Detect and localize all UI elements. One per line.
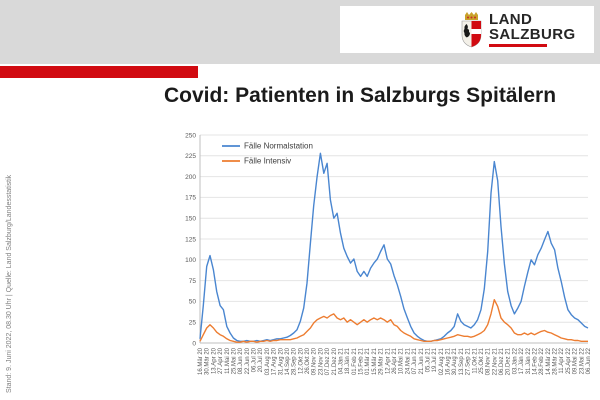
- svg-text:250: 250: [185, 132, 196, 139]
- svg-text:50: 50: [189, 299, 197, 306]
- svg-text:15.Mär 21: 15.Mär 21: [372, 347, 378, 375]
- svg-text:06.Jun 22: 06.Jun 22: [586, 347, 592, 374]
- svg-text:225: 225: [185, 153, 196, 160]
- series-lines: [199, 152, 589, 343]
- svg-text:31.Aug 20: 31.Aug 20: [278, 347, 284, 375]
- svg-text:16.Mär 20: 16.Mär 20: [198, 347, 204, 375]
- svg-text:01.Mär 21: 01.Mär 21: [365, 347, 371, 375]
- covid-line-chart: 0 25 50 75 100 125 150 175 200 225 250 16.Mär 20 30.…: [160, 125, 600, 400]
- svg-text:29.Mär 21: 29.Mär 21: [379, 347, 385, 375]
- svg-text:150: 150: [185, 216, 196, 223]
- svg-text:21.Jun 21: 21.Jun 21: [419, 347, 425, 374]
- svg-text:14.Feb 22: 14.Feb 22: [532, 347, 538, 375]
- svg-text:31.Jän 22: 31.Jän 22: [526, 347, 532, 374]
- y-axis-labels: 0 25 50 75 100 125 150 175 200 225 250: [185, 132, 196, 347]
- svg-text:14.Mär 22: 14.Mär 22: [546, 347, 552, 375]
- svg-text:27.Sep 21: 27.Sep 21: [466, 347, 472, 375]
- land-salzburg-logo: LAND SALZBURG: [460, 12, 576, 48]
- svg-text:17.Jän 22: 17.Jän 22: [519, 347, 525, 374]
- svg-text:24.Mai 21: 24.Mai 21: [405, 347, 411, 374]
- svg-text:11.Okt 21: 11.Okt 21: [472, 347, 478, 373]
- svg-text:08.Jun 20: 08.Jun 20: [238, 347, 244, 374]
- svg-text:28.Feb 22: 28.Feb 22: [539, 347, 545, 375]
- svg-text:0: 0: [192, 340, 196, 347]
- svg-text:19.Jul 21: 19.Jul 21: [432, 347, 438, 372]
- svg-text:27.Apr 20: 27.Apr 20: [218, 347, 224, 374]
- svg-text:09.Nov 20: 09.Nov 20: [312, 347, 318, 375]
- svg-text:75: 75: [189, 278, 197, 285]
- legend-label: Fälle Normalstation: [244, 142, 313, 151]
- svg-text:30.Mär 20: 30.Mär 20: [205, 347, 211, 375]
- chart-title: Covid: Patienten in Salzburgs Spitälern: [163, 84, 557, 107]
- svg-text:17.Aug 20: 17.Aug 20: [272, 347, 278, 375]
- source-note: Stand: 9. Juni 2022, 08.30 Uhr | Quelle:…: [6, 174, 13, 393]
- svg-text:18.Jän 21: 18.Jän 21: [345, 347, 351, 374]
- svg-text:09.Mai 22: 09.Mai 22: [573, 347, 579, 374]
- svg-text:28.Mär 22: 28.Mär 22: [553, 347, 559, 375]
- svg-text:23.Nov 20: 23.Nov 20: [318, 347, 324, 375]
- svg-text:26.Okt 20: 26.Okt 20: [305, 347, 311, 374]
- svg-text:175: 175: [185, 195, 196, 202]
- svg-text:23.Mai 22: 23.Mai 22: [579, 347, 585, 374]
- svg-text:16.Aug 21: 16.Aug 21: [446, 347, 452, 375]
- legend-label: Fälle Intensiv: [244, 157, 291, 166]
- logo-line1: LAND: [489, 11, 533, 28]
- svg-text:11.Apr 22: 11.Apr 22: [559, 347, 565, 373]
- svg-text:20.Dez 21: 20.Dez 21: [506, 347, 512, 375]
- svg-text:25.Mai 20: 25.Mai 20: [231, 347, 237, 374]
- svg-text:02.Aug 21: 02.Aug 21: [439, 347, 445, 375]
- svg-text:25.Okt 21: 25.Okt 21: [479, 347, 485, 374]
- svg-text:07.Jun 21: 07.Jun 21: [412, 347, 418, 374]
- svg-text:10.Mai 21: 10.Mai 21: [399, 347, 405, 374]
- salzburg-coat-of-arms-icon: [461, 12, 482, 48]
- svg-text:22.Jun 20: 22.Jun 20: [245, 347, 251, 374]
- svg-text:14.Sep 20: 14.Sep 20: [285, 347, 291, 375]
- svg-text:01.Feb 21: 01.Feb 21: [352, 347, 358, 375]
- svg-text:06.Jul 20: 06.Jul 20: [252, 347, 258, 372]
- logo-box: LAND SALZBURG: [340, 6, 594, 53]
- svg-text:05.Jul 21: 05.Jul 21: [425, 347, 431, 372]
- svg-text:200: 200: [185, 174, 196, 181]
- svg-text:06.Dez 21: 06.Dez 21: [499, 347, 505, 375]
- svg-text:13.Apr 20: 13.Apr 20: [211, 347, 217, 374]
- logo-underline: [489, 44, 547, 47]
- svg-text:21.Dez 20: 21.Dez 20: [332, 347, 338, 375]
- svg-text:30.Aug 21: 30.Aug 21: [452, 347, 458, 375]
- svg-text:13.Sep 21: 13.Sep 21: [459, 347, 465, 375]
- svg-text:03.Aug 20: 03.Aug 20: [265, 347, 271, 375]
- svg-text:28.Sep 20: 28.Sep 20: [292, 347, 298, 375]
- svg-text:03.Jän 22: 03.Jän 22: [512, 347, 518, 374]
- svg-text:25: 25: [189, 320, 197, 327]
- svg-text:15.Feb 21: 15.Feb 21: [359, 347, 365, 375]
- svg-text:12.Apr 21: 12.Apr 21: [385, 347, 391, 374]
- svg-text:25.Apr 22: 25.Apr 22: [566, 347, 572, 374]
- svg-text:12.Okt 20: 12.Okt 20: [298, 347, 304, 374]
- svg-text:07.Dez 20: 07.Dez 20: [325, 347, 331, 375]
- svg-text:100: 100: [185, 257, 196, 264]
- svg-text:04.Jän 21: 04.Jän 21: [338, 347, 344, 374]
- x-axis-labels: 16.Mär 20 30.Mär 20 13.Apr 20 27.Apr 20 11.M…: [198, 347, 592, 375]
- svg-text:11.Mai 20: 11.Mai 20: [225, 347, 231, 374]
- svg-text:26.Apr 21: 26.Apr 21: [392, 347, 398, 374]
- chart-legend: Fälle Normalstation Fälle Intensiv: [222, 142, 313, 166]
- red-accent-bar: [0, 66, 198, 78]
- logo-line2: SALZBURG: [489, 26, 576, 43]
- series-Fälle Normalstation: [199, 152, 589, 343]
- svg-text:20.Jul 20: 20.Jul 20: [258, 347, 264, 372]
- gridlines: [199, 134, 588, 344]
- svg-text:22.Nov 21: 22.Nov 21: [492, 347, 498, 375]
- svg-text:125: 125: [185, 236, 196, 243]
- svg-text:08.Nov 21: 08.Nov 21: [486, 347, 492, 375]
- series-Fälle Intensiv: [199, 298, 588, 343]
